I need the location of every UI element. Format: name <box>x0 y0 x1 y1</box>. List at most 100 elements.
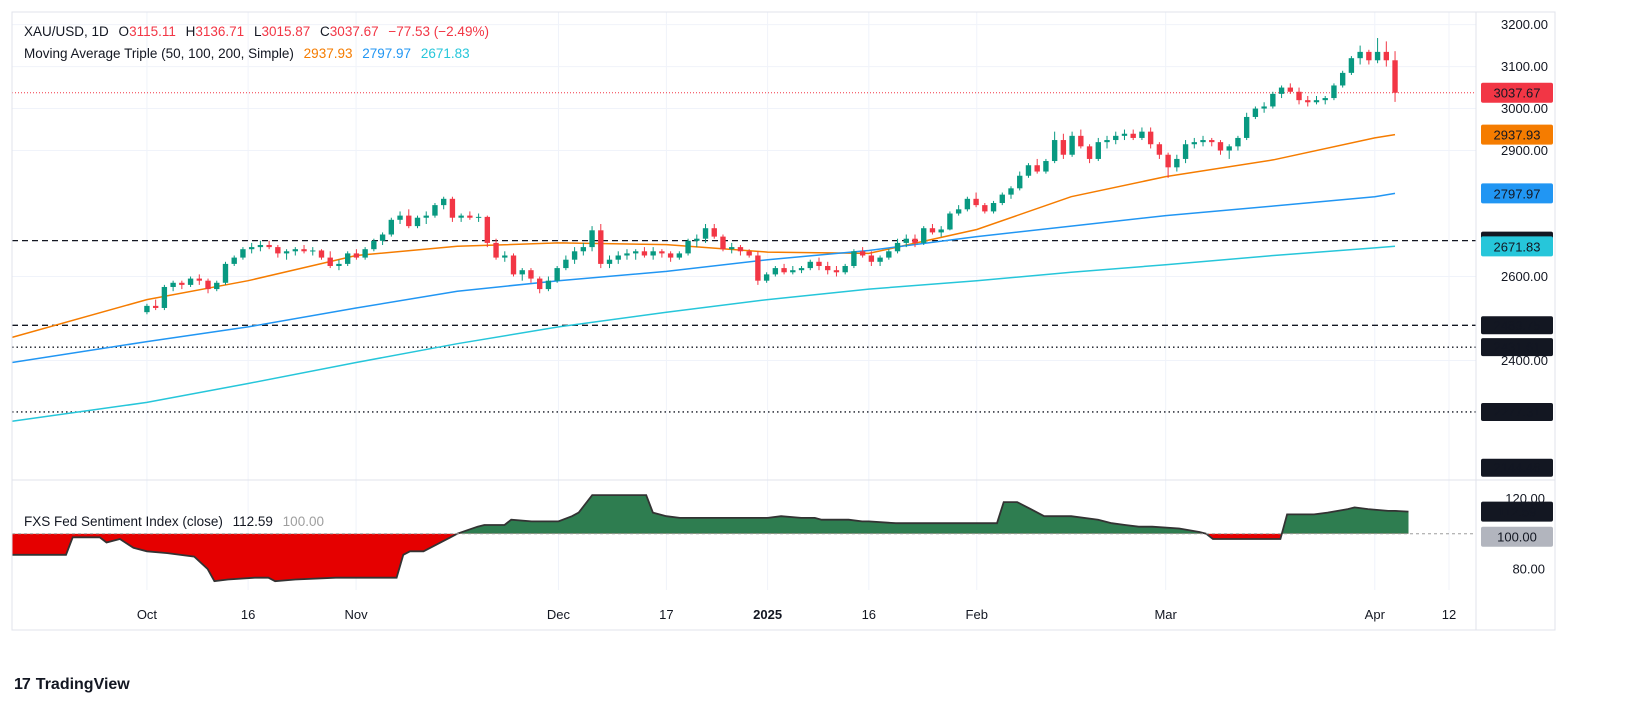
indicator-y-tick: 80.00 <box>1512 561 1545 576</box>
candle-body <box>720 236 726 250</box>
sentiment-area-positive <box>12 495 1409 534</box>
candle-body <box>502 255 508 258</box>
candle-body <box>344 253 351 264</box>
indicator-value-tag <box>1481 501 1553 522</box>
candle-body <box>1078 135 1084 147</box>
candle-body <box>432 205 438 216</box>
candle-body <box>1051 140 1058 162</box>
candle-body <box>1217 142 1224 151</box>
level-tag <box>1481 316 1553 335</box>
candle-body <box>240 249 246 258</box>
candle-body <box>1200 140 1206 143</box>
x-tick-label: Mar <box>1154 607 1177 622</box>
candle-body <box>1392 60 1398 93</box>
symbol-title: XAU/USD, 1D <box>24 24 109 39</box>
close-value: 3037.67 <box>329 24 379 39</box>
candle-body <box>1069 135 1075 155</box>
y-tick-label: 2900.00 <box>1501 143 1548 158</box>
x-tick-label: 2025 <box>753 607 782 622</box>
high-value: 3136.71 <box>195 24 245 39</box>
candle-body <box>947 213 953 230</box>
candle-body <box>641 251 648 256</box>
tradingview-brand[interactable]: 17 TradingView <box>14 676 130 694</box>
candle-body <box>1034 165 1040 172</box>
candle-body <box>336 263 342 266</box>
high-label: H <box>185 24 196 39</box>
x-tick-label: Dec <box>547 607 571 622</box>
candle-body <box>1182 144 1189 159</box>
candle-body <box>318 250 325 258</box>
candle-body <box>1357 51 1363 59</box>
candle-body <box>929 228 936 233</box>
ma100-tag <box>1481 183 1553 204</box>
candle-body <box>999 194 1005 204</box>
candle-body <box>825 265 831 271</box>
candle-body <box>187 278 194 285</box>
candle-body <box>659 251 665 254</box>
change-value: −77.53 (−2.49%) <box>388 24 489 39</box>
candle-body <box>275 247 281 254</box>
sentiment-line <box>12 494 1409 583</box>
candle-body <box>545 280 552 290</box>
candle-body <box>1287 87 1293 92</box>
candle-body <box>214 282 220 290</box>
candle-body <box>1017 175 1023 189</box>
level-tag-label: 2483.75 <box>1494 318 1541 333</box>
candle-body <box>1121 133 1128 136</box>
candle-body <box>563 259 569 269</box>
candle-body <box>179 282 185 285</box>
y-tick-label: 3100.00 <box>1501 59 1548 74</box>
candle-body <box>152 305 159 308</box>
candle-body <box>1113 135 1119 141</box>
candle-body <box>1165 154 1171 168</box>
candle-body <box>440 198 447 206</box>
ma100-line <box>11 192 1396 364</box>
x-tick-label: 12 <box>1442 607 1456 622</box>
candle-body <box>327 257 333 266</box>
candle-body <box>1305 100 1311 103</box>
candle-body <box>667 253 674 258</box>
current-price-tag <box>1481 82 1553 103</box>
candle-body <box>301 249 307 252</box>
candle-body <box>702 228 709 239</box>
candle-body <box>1270 93 1276 107</box>
indicator-ref-value: 100.00 <box>282 514 324 529</box>
candle-body <box>851 251 857 266</box>
candle-body <box>161 286 168 308</box>
candle-body <box>955 209 962 214</box>
candle-body <box>886 251 892 258</box>
candle-body <box>964 198 971 210</box>
candle-body <box>222 263 229 283</box>
candle-body <box>1209 140 1215 143</box>
candle-body <box>406 215 412 227</box>
level-tag-label: 2431.61 <box>1494 340 1541 355</box>
candle-body <box>938 229 944 233</box>
candle-body <box>868 255 875 262</box>
indicator-title: FXS Fed Sentiment Index (close) <box>24 514 223 529</box>
candle-body <box>283 251 290 254</box>
candle-body <box>816 261 822 266</box>
indicator-baseline-tag-label: 100.00 <box>1497 530 1537 545</box>
ma200-tag <box>1481 236 1553 257</box>
low-label: L <box>253 24 262 39</box>
x-tick-label: Nov <box>345 607 369 622</box>
candle-body <box>1104 140 1110 143</box>
candle-body <box>1235 137 1241 147</box>
candle-body <box>859 251 866 256</box>
candle-body <box>571 251 578 260</box>
ma200-line <box>11 245 1396 423</box>
level-tag-label: 2144.48 <box>1494 460 1541 475</box>
candle-body <box>519 270 525 275</box>
candle-body <box>528 270 534 279</box>
candle-body <box>292 249 298 252</box>
candle-body <box>711 228 717 237</box>
candle-body <box>1147 131 1154 145</box>
candle-body <box>379 234 386 241</box>
candle-body <box>170 282 176 287</box>
x-tick-label: 16 <box>241 607 255 622</box>
candle-body <box>729 247 735 250</box>
candle-body <box>257 245 264 248</box>
candle-body <box>1322 98 1328 101</box>
candle-body <box>781 268 787 273</box>
